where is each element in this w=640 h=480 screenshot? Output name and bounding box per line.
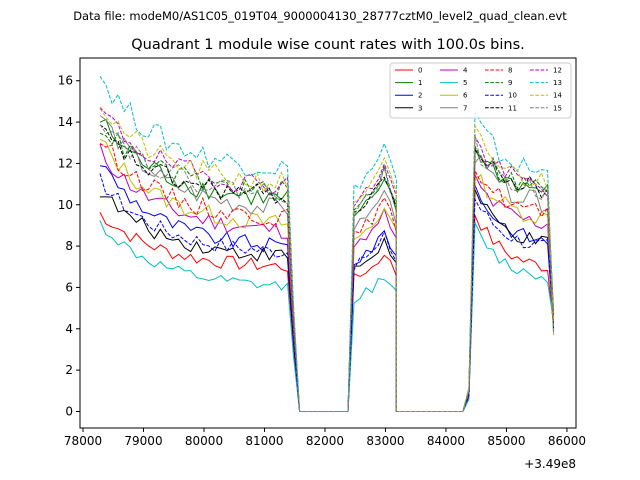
- legend-label-2: 2: [418, 92, 422, 100]
- series-line-6: [99, 138, 555, 412]
- series-line-5: [99, 220, 555, 412]
- legend-label-12: 12: [553, 67, 562, 75]
- x-tick-label: 83000: [366, 434, 404, 448]
- plot-frame: [79, 57, 577, 429]
- legend-label-8: 8: [508, 67, 512, 75]
- x-tick-label: 82000: [306, 434, 344, 448]
- legend-label-11: 11: [508, 104, 517, 112]
- series-line-4: [99, 143, 555, 412]
- series-line-15: [99, 124, 555, 412]
- x-offset-label: +3.49e8: [524, 457, 576, 471]
- x-tick-label: 79000: [124, 434, 162, 448]
- legend-label-7: 7: [463, 104, 467, 112]
- series-line-3: [100, 189, 555, 412]
- y-tick-label: 6: [65, 280, 73, 294]
- legend-label-6: 6: [463, 92, 468, 100]
- x-tick-label: 78000: [64, 434, 102, 448]
- y-tick-label: 12: [58, 156, 73, 170]
- y-tick-label: 4: [65, 322, 73, 336]
- legend-label-10: 10: [508, 92, 517, 100]
- legend-label-9: 9: [508, 79, 512, 87]
- y-tick-label: 0: [65, 404, 73, 418]
- series-line-8: [99, 142, 555, 412]
- series-line-10: [99, 173, 555, 412]
- x-tick-label: 86000: [548, 434, 586, 448]
- legend-label-13: 13: [553, 79, 562, 87]
- y-tick-label: 8: [65, 239, 73, 253]
- legend-label-5: 5: [463, 79, 467, 87]
- series-line-1: [99, 118, 555, 412]
- legend-label-0: 0: [418, 67, 422, 75]
- legend-label-14: 14: [553, 92, 562, 100]
- series-line-12: [99, 107, 555, 412]
- series-line-0: [99, 211, 555, 412]
- x-tick-label: 84000: [427, 434, 465, 448]
- x-axis: 78000 79000 80000 81000 82000 83000 84000 85000…: [64, 428, 586, 448]
- legend-box: [389, 62, 572, 119]
- data-file-label: Data file: modeM0/AS1C05_019T04_90000041…: [73, 9, 567, 23]
- x-tick-label: 85000: [487, 434, 525, 448]
- series-line-9: [99, 131, 555, 412]
- legend-label-3: 3: [418, 104, 422, 112]
- y-tick-label: 14: [58, 115, 73, 129]
- series-line-14: [99, 108, 555, 412]
- legend-label-4: 4: [463, 67, 468, 75]
- legend-label-15: 15: [553, 104, 562, 112]
- y-tick-label: 10: [58, 198, 73, 212]
- x-tick-label: 81000: [245, 434, 283, 448]
- legend-label-1: 1: [418, 79, 422, 87]
- y-tick-label: 16: [58, 74, 73, 88]
- series-layer: [99, 76, 555, 412]
- y-axis: 0 2 4 6 8 10 12 14 16: [58, 74, 80, 418]
- y-tick-label: 2: [65, 363, 73, 377]
- x-tick-label: 80000: [185, 434, 223, 448]
- chart-title: Quadrant 1 module wise count rates with …: [131, 37, 525, 53]
